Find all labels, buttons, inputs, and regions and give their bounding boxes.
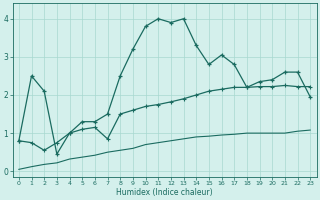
X-axis label: Humidex (Indice chaleur): Humidex (Indice chaleur) bbox=[116, 188, 213, 197]
